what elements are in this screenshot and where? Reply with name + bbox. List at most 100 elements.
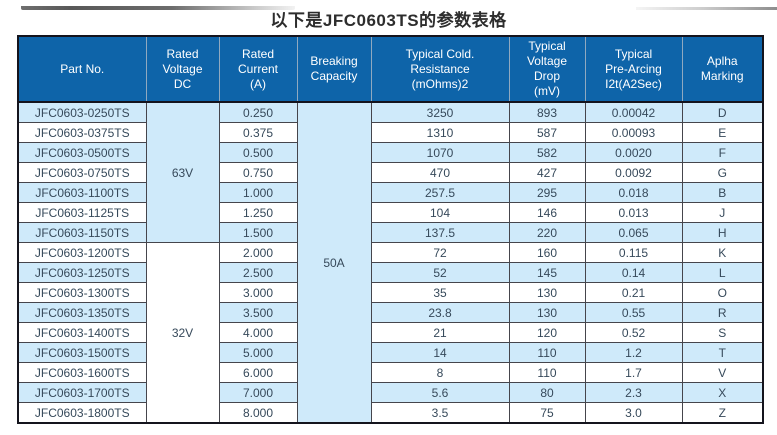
table-row: JFC0603-1600TS 6.000 8 110 1.7 V [17, 362, 764, 383]
cell-part-no: JFC0603-1300TS [17, 282, 147, 303]
column-header-breaking-capacity: Breaking Capacity [297, 36, 372, 103]
cell-pre-arcing: 0.52 [584, 322, 683, 343]
cell-part-no: JFC0603-0375TS [17, 122, 147, 143]
cell-alpha-marking: X [681, 382, 764, 403]
cell-pre-arcing: 0.00093 [584, 122, 683, 143]
cell-rated-current: 6.000 [218, 362, 298, 383]
cell-voltage-drop: 587 [508, 122, 586, 143]
cell-pre-arcing: 0.013 [584, 202, 683, 223]
cell-voltage-drop: 120 [508, 322, 586, 343]
table-row: JFC0603-1250TS 2.500 52 145 0.14 L [17, 262, 764, 283]
page-title: 以下是JFC0603TS的参数表格 [270, 11, 507, 30]
cell-rated-current: 1.000 [218, 182, 298, 203]
cell-cold-resistance: 35 [370, 282, 510, 303]
cell-pre-arcing: 0.018 [584, 182, 683, 203]
cell-cold-resistance: 72 [370, 242, 510, 263]
cell-cold-resistance: 5.6 [370, 382, 510, 403]
table-body: JFC0603-0250TS 63V 0.250 50A 3250 893 0.00042 D… [17, 101, 764, 424]
cell-rated-current: 1.250 [218, 202, 298, 223]
cell-alpha-marking: D [681, 101, 764, 123]
cell-pre-arcing: 0.14 [584, 262, 683, 283]
cell-pre-arcing: 0.0020 [584, 142, 683, 163]
column-header-rated-current: Rated Current (A) [219, 36, 298, 103]
cell-alpha-marking: T [681, 342, 764, 363]
cell-part-no: JFC0603-1200TS [17, 242, 147, 263]
cell-part-no: JFC0603-1125TS [17, 202, 147, 223]
cell-rated-current: 0.250 [218, 101, 298, 123]
table-row: JFC0603-1125TS 1.250 104 146 0.013 J [17, 202, 764, 223]
cell-part-no: JFC0603-0250TS [17, 101, 147, 123]
cell-alpha-marking: K [681, 242, 764, 263]
column-header-alpha-marking: Aplha Marking [682, 36, 763, 103]
cell-rated-current: 7.000 [218, 382, 298, 403]
column-header-rated-voltage-dc: Rated Voltage DC [146, 36, 220, 103]
cell-part-no: JFC0603-1100TS [17, 182, 147, 203]
cell-rated-current: 5.000 [218, 342, 298, 363]
cell-rated-current: 2.500 [218, 262, 298, 283]
window-edge-artifact-left [21, 6, 295, 10]
cell-alpha-marking: E [681, 122, 764, 143]
column-header-cold-resistance: Typical Cold. Resistance (mOhms)2 [371, 36, 510, 103]
table-header: Part No. Rated Voltage DC Rated Current … [18, 36, 763, 103]
cell-part-no: JFC0603-1800TS [17, 402, 147, 424]
table-row: JFC0603-1350TS 3.500 23.8 130 0.55 R [17, 302, 764, 323]
cell-voltage-drop: 80 [508, 382, 586, 403]
cell-breaking-capacity: 50A [296, 101, 372, 424]
cell-pre-arcing: 0.0092 [584, 162, 683, 183]
cell-pre-arcing: 0.21 [584, 282, 683, 303]
cell-part-no: JFC0603-1350TS [17, 302, 147, 323]
cell-cold-resistance: 137.5 [370, 222, 510, 243]
cell-cold-resistance: 52 [370, 262, 510, 283]
cell-voltage-drop: 582 [508, 142, 586, 163]
cell-pre-arcing: 2.3 [584, 382, 683, 403]
cell-alpha-marking: H [681, 222, 764, 243]
cell-rated-voltage-group: 32V [145, 242, 220, 424]
cell-voltage-drop: 160 [508, 242, 586, 263]
cell-alpha-marking: R [681, 302, 764, 323]
cell-cold-resistance: 8 [370, 362, 510, 383]
column-header-voltage-drop: Typical Voltage Drop (mV) [509, 36, 586, 103]
cell-cold-resistance: 23.8 [370, 302, 510, 323]
cell-cold-resistance: 104 [370, 202, 510, 223]
cell-voltage-drop: 75 [508, 402, 586, 424]
cell-pre-arcing: 0.55 [584, 302, 683, 323]
cell-voltage-drop: 146 [508, 202, 586, 223]
column-header-pre-arcing: Typical Pre-Arcing I2t(A2Sec) [585, 36, 683, 103]
cell-cold-resistance: 1070 [370, 142, 510, 163]
cell-alpha-marking: J [681, 202, 764, 223]
cell-alpha-marking: G [681, 162, 764, 183]
cell-rated-voltage-group: 63V [145, 101, 220, 243]
table-row: JFC0603-1500TS 5.000 14 110 1.2 T [17, 342, 764, 363]
cell-cold-resistance: 470 [370, 162, 510, 183]
cell-rated-current: 1.500 [218, 222, 298, 243]
cell-rated-current: 0.375 [218, 122, 298, 143]
cell-alpha-marking: V [681, 362, 764, 383]
table-row: JFC0603-1200TS 32V 2.000 72 160 0.115 K [17, 242, 764, 424]
cell-cold-resistance: 257.5 [370, 182, 510, 203]
cell-rated-current: 4.000 [218, 322, 298, 343]
cell-cold-resistance: 3250 [370, 101, 510, 123]
cell-alpha-marking: O [681, 282, 764, 303]
cell-voltage-drop: 110 [508, 362, 586, 383]
cell-voltage-drop: 130 [508, 302, 586, 323]
cell-pre-arcing: 3.0 [584, 402, 683, 424]
table-row: JFC0603-0750TS 0.750 470 427 0.0092 G [17, 162, 764, 183]
cell-part-no: JFC0603-1700TS [17, 382, 147, 403]
cell-voltage-drop: 220 [508, 222, 586, 243]
cell-pre-arcing: 0.065 [584, 222, 683, 243]
window-edge-artifact-right [636, 7, 777, 10]
cell-alpha-marking: S [681, 322, 764, 343]
cell-part-no: JFC0603-1250TS [17, 262, 147, 283]
cell-part-no: JFC0603-1150TS [17, 222, 147, 243]
cell-cold-resistance: 1310 [370, 122, 510, 143]
cell-voltage-drop: 427 [508, 162, 586, 183]
table-row: JFC0603-0375TS 0.375 1310 587 0.00093 E [17, 122, 764, 143]
cell-rated-current: 3.000 [218, 282, 298, 303]
cell-voltage-drop: 110 [508, 342, 586, 363]
cell-part-no: JFC0603-1600TS [17, 362, 147, 383]
cell-rated-current: 2.000 [218, 242, 298, 263]
cell-voltage-drop: 893 [508, 101, 586, 123]
header-row: Part No. Rated Voltage DC Rated Current … [18, 36, 763, 103]
cell-alpha-marking: B [681, 182, 764, 203]
cell-pre-arcing: 1.7 [584, 362, 683, 383]
